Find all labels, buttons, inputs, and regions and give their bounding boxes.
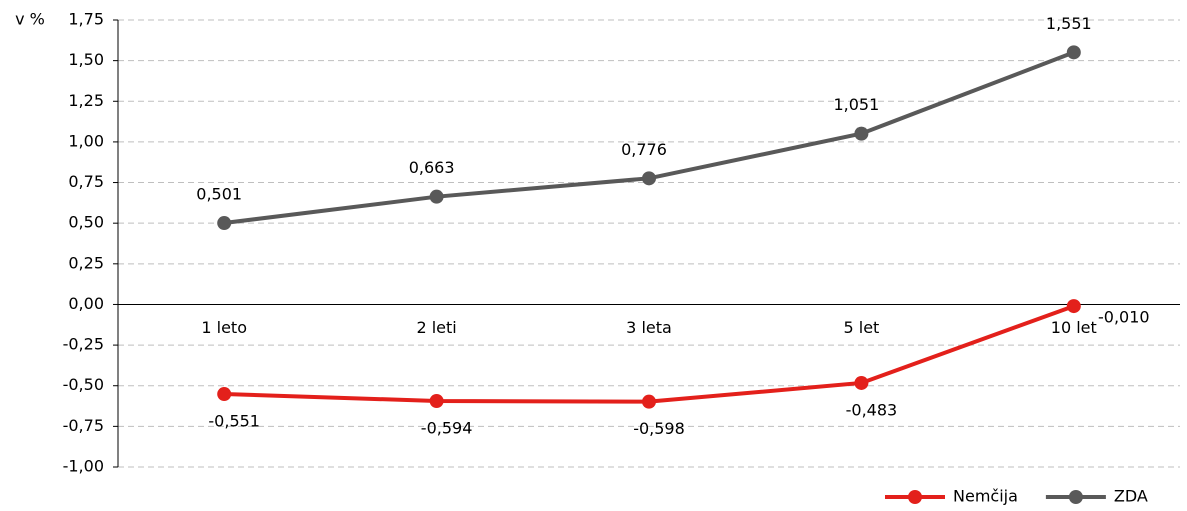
- data-label: -0,010: [1098, 308, 1150, 327]
- y-tick-label: -1,00: [63, 457, 104, 476]
- y-axis-label: v %: [15, 10, 45, 29]
- data-point: [642, 394, 656, 409]
- data-point: [217, 387, 232, 402]
- legend-label: ZDA: [1114, 487, 1148, 506]
- y-tick-label: 0,00: [68, 294, 104, 313]
- x-tick-label: 2 leti: [416, 318, 456, 337]
- x-tick-label: 1 leto: [201, 318, 247, 337]
- data-point: [217, 216, 232, 231]
- y-tick-label: -0,50: [63, 375, 104, 394]
- legend-label: Nemčija: [953, 487, 1018, 506]
- data-label: 0,501: [196, 185, 242, 204]
- y-tick-label: -0,75: [63, 416, 104, 435]
- x-tick-label: 10 let: [1051, 318, 1097, 337]
- data-label: 0,776: [621, 140, 667, 159]
- data-point: [1066, 45, 1081, 60]
- data-label: -0,551: [208, 412, 260, 431]
- data-point: [642, 171, 656, 186]
- y-tick-label: 0,25: [68, 253, 104, 272]
- x-tick-label: 5 let: [843, 318, 879, 337]
- series-line: [223, 50, 1075, 226]
- y-tick-label: -0,25: [63, 335, 104, 354]
- data-point: [1066, 299, 1081, 314]
- data-point: [429, 189, 444, 204]
- y-tick-label: 0,50: [68, 213, 104, 232]
- data-label: -0,483: [846, 400, 898, 419]
- data-label: -0,594: [421, 419, 473, 438]
- legend-marker: [908, 490, 922, 504]
- y-tick-label: 1,75: [68, 10, 104, 29]
- data-label: 0,663: [409, 158, 455, 177]
- y-tick-label: 1,50: [68, 50, 104, 69]
- y-tick-label: 0,75: [68, 172, 104, 191]
- data-point: [429, 394, 444, 409]
- data-point: [854, 126, 869, 141]
- data-point: [854, 375, 869, 390]
- data-label: 1,551: [1046, 14, 1092, 33]
- data-label: -0,598: [633, 419, 685, 438]
- y-tick-label: 1,25: [68, 91, 104, 110]
- y-tick-label: 1,00: [68, 131, 104, 150]
- data-label: 1,051: [833, 95, 879, 114]
- legend-marker: [1068, 490, 1083, 504]
- x-tick-label: 3 leta: [626, 318, 672, 337]
